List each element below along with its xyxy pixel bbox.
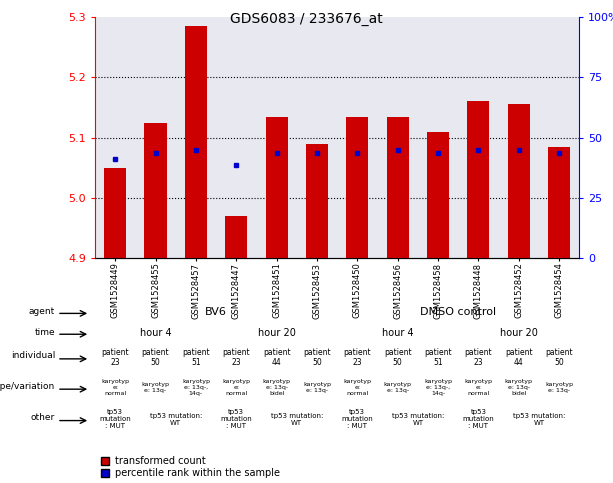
Text: patient
51: patient 51	[182, 348, 210, 367]
Bar	[225, 216, 248, 258]
Text: tp53 mutation:
WT: tp53 mutation: WT	[392, 412, 444, 426]
Text: karyotyp
e:
normal: karyotyp e: normal	[343, 379, 371, 396]
Bar	[145, 123, 167, 258]
Text: time: time	[34, 328, 55, 337]
Text: karyotyp
e: 13q-: karyotyp e: 13q-	[142, 382, 170, 393]
Text: BV6: BV6	[205, 307, 227, 317]
Text: DMSO control: DMSO control	[420, 307, 497, 317]
Text: patient
50: patient 50	[384, 348, 411, 367]
Text: tp53 mutation:
WT: tp53 mutation: WT	[512, 412, 565, 426]
Text: patient
23: patient 23	[101, 348, 129, 367]
Text: karyotyp
e: 13q-
bidel: karyotyp e: 13q- bidel	[504, 379, 533, 396]
Text: other: other	[31, 413, 55, 422]
Text: patient
23: patient 23	[343, 348, 371, 367]
Text: tp53 mutation:
WT: tp53 mutation: WT	[270, 412, 323, 426]
Bar	[427, 132, 449, 258]
Text: agent: agent	[29, 307, 55, 315]
Text: GDS6083 / 233676_at: GDS6083 / 233676_at	[230, 12, 383, 26]
Text: karyotyp
e: 13q-: karyotyp e: 13q-	[545, 382, 573, 393]
Text: karyotyp
e:
normal: karyotyp e: normal	[101, 379, 129, 396]
Text: hour 4: hour 4	[382, 328, 414, 338]
Bar	[346, 116, 368, 258]
Text: percentile rank within the sample: percentile rank within the sample	[115, 468, 280, 478]
Bar	[508, 104, 530, 258]
Text: tp53
mutation
: MUT: tp53 mutation : MUT	[221, 409, 252, 429]
Text: individual: individual	[11, 352, 55, 360]
Text: patient
44: patient 44	[505, 348, 533, 367]
Text: tp53 mutation:
WT: tp53 mutation: WT	[150, 412, 202, 426]
Text: karyotyp
e:
normal: karyotyp e: normal	[223, 379, 250, 396]
Text: tp53
mutation
: MUT: tp53 mutation : MUT	[463, 409, 494, 429]
Bar	[104, 168, 126, 258]
Text: patient
23: patient 23	[223, 348, 250, 367]
Text: patient
51: patient 51	[424, 348, 452, 367]
Bar	[387, 116, 409, 258]
Text: patient
44: patient 44	[263, 348, 291, 367]
Bar	[548, 147, 570, 258]
Text: karyotyp
e: 13q-,
14q-: karyotyp e: 13q-, 14q-	[424, 379, 452, 396]
Text: hour 20: hour 20	[500, 328, 538, 338]
Text: genotype/variation: genotype/variation	[0, 382, 55, 391]
Bar	[185, 26, 207, 258]
Text: karyotyp
e: 13q-
bidel: karyotyp e: 13q- bidel	[262, 379, 291, 396]
Bar	[265, 116, 287, 258]
Text: tp53
mutation
: MUT: tp53 mutation : MUT	[341, 409, 373, 429]
Text: hour 4: hour 4	[140, 328, 172, 338]
Text: transformed count: transformed count	[115, 456, 206, 466]
Text: patient
23: patient 23	[465, 348, 492, 367]
Text: karyotyp
e: 13q-: karyotyp e: 13q-	[303, 382, 331, 393]
Text: tp53
mutation
: MUT: tp53 mutation : MUT	[99, 409, 131, 429]
Text: karyotyp
e: 13q-: karyotyp e: 13q-	[384, 382, 412, 393]
Text: patient
50: patient 50	[303, 348, 331, 367]
Bar	[467, 101, 490, 258]
Text: karyotyp
e: 13q-,
14q-: karyotyp e: 13q-, 14q-	[182, 379, 210, 396]
Text: patient
50: patient 50	[142, 348, 169, 367]
Bar	[306, 144, 328, 258]
Text: hour 20: hour 20	[257, 328, 295, 338]
Text: karyotyp
e:
normal: karyotyp e: normal	[465, 379, 492, 396]
Text: patient
50: patient 50	[546, 348, 573, 367]
